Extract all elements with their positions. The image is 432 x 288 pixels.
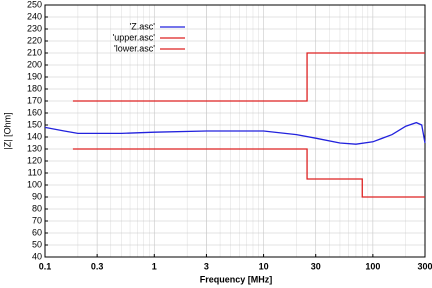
y-tick-label: 130 xyxy=(27,143,42,153)
y-tick-label: 200 xyxy=(27,59,42,69)
x-tick-label: 0.3 xyxy=(91,261,104,271)
x-tick-label: 30 xyxy=(311,261,321,271)
y-tick-label: 90 xyxy=(32,191,42,201)
y-tick-label: 150 xyxy=(27,119,42,129)
y-tick-label: 50 xyxy=(32,239,42,249)
y-tick-label: 70 xyxy=(32,215,42,225)
legend-label: 'Z.asc' xyxy=(130,21,156,31)
y-tick-label: 120 xyxy=(27,155,42,165)
x-tick-label: 300 xyxy=(417,261,432,271)
x-tick-label: 0.1 xyxy=(39,261,52,271)
y-tick-label: 40 xyxy=(32,251,42,261)
x-tick-label: 1 xyxy=(152,261,157,271)
x-axis-label: Frequency [MHz] xyxy=(200,274,273,284)
y-tick-label: 80 xyxy=(32,203,42,213)
y-tick-label: 220 xyxy=(27,35,42,45)
y-tick-label: 230 xyxy=(27,23,42,33)
y-tick-label: 190 xyxy=(27,71,42,81)
x-tick-label: 3 xyxy=(204,261,209,271)
series-line xyxy=(44,121,426,145)
y-tick-label: 180 xyxy=(27,83,42,93)
x-tick-label: 10 xyxy=(259,261,269,271)
y-tick-label: 60 xyxy=(32,227,42,237)
legend-label: 'upper.asc' xyxy=(113,32,156,42)
y-tick-label: 210 xyxy=(27,47,42,57)
legend-label: 'lower.asc' xyxy=(114,43,155,53)
series-line xyxy=(72,52,425,102)
series-line xyxy=(72,148,425,198)
y-axis-label: |Z| [Ohm] xyxy=(2,112,12,149)
y-tick-label: 170 xyxy=(27,95,42,105)
y-tick-label: 110 xyxy=(28,167,42,177)
y-tick-label: 160 xyxy=(27,107,42,117)
plot-frame xyxy=(44,4,426,258)
x-tick-label: 100 xyxy=(365,261,380,271)
y-tick-label: 100 xyxy=(27,179,42,189)
y-tick-label: 250 xyxy=(27,0,42,9)
y-tick-label: 140 xyxy=(27,131,42,141)
y-tick-label: 240 xyxy=(27,11,42,21)
